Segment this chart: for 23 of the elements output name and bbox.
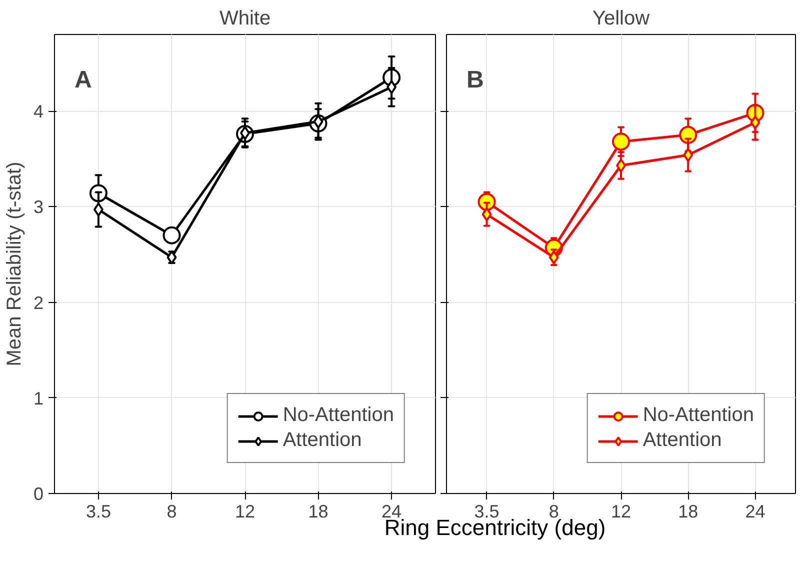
x-tick-label: 12 xyxy=(234,502,256,522)
y-tick-label: 3 xyxy=(33,197,44,218)
y-tick-label: 1 xyxy=(33,388,44,408)
annotation: A xyxy=(74,66,92,94)
y-tick-label: 4 xyxy=(33,102,44,122)
x-tick-label: 18 xyxy=(678,502,698,522)
y-tick-label: 0 xyxy=(33,484,44,504)
legend-label: No-Attention xyxy=(642,404,754,427)
legend-label: Attention xyxy=(282,429,362,452)
legend-label: Attention xyxy=(642,429,722,452)
chart-title: White xyxy=(219,8,271,30)
chart-title: Yellow xyxy=(592,8,650,30)
x-tick-label: 18 xyxy=(308,502,328,522)
annotation: B xyxy=(466,66,484,94)
x-tick-label: 8 xyxy=(166,502,177,522)
x-tick-label: 3.5 xyxy=(474,502,500,522)
x-tick-label: 8 xyxy=(548,502,559,522)
x-tick-label: 3.5 xyxy=(86,502,111,522)
y-tick-label: 2 xyxy=(33,292,44,313)
legend-label: No-Attention xyxy=(282,404,394,427)
x-tick-label: 24 xyxy=(745,502,766,522)
x-tick-label: 12 xyxy=(610,502,632,522)
y-axis-title: Mean Reliability (t-stat) xyxy=(3,162,26,366)
